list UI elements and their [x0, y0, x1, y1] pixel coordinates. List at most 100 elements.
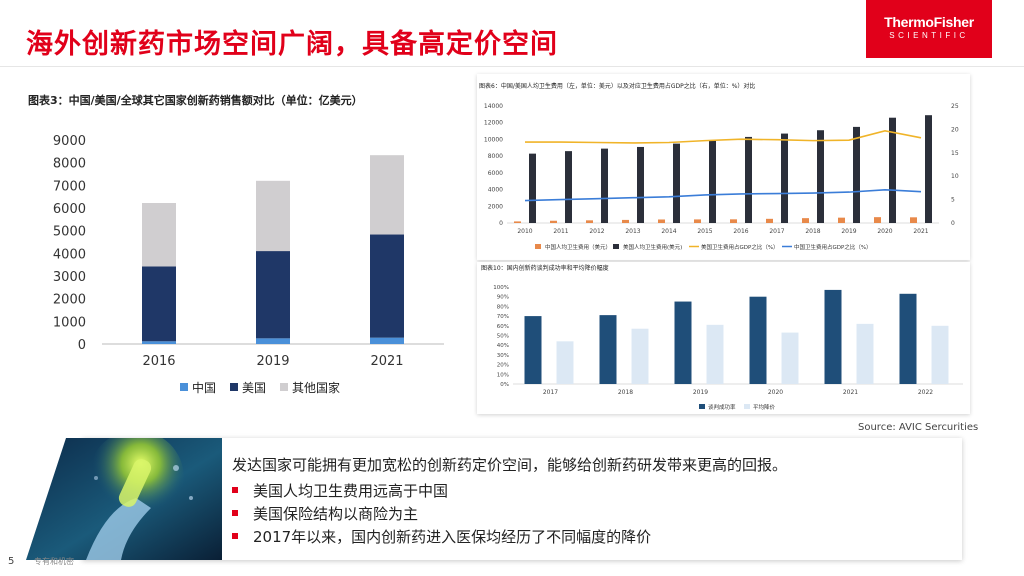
y-tick-label-left: 8000	[488, 153, 503, 160]
legend-swatch	[280, 383, 288, 391]
main-sales-chart: 图表3：中国/美国/全球其它国家创新药销售额对比（单位：亿美元） 0 1000 200…	[28, 93, 444, 395]
bullet-text: 美国保险结构以商险为主	[253, 505, 419, 523]
bar-美国	[370, 234, 404, 338]
y-tick-label-right: 20	[951, 126, 959, 133]
y-tick-label: 20%	[497, 363, 509, 369]
y-tick-label: 10%	[497, 372, 509, 378]
y-tick-label-left: 6000	[488, 170, 503, 177]
x-tick-label: 2021	[843, 389, 858, 396]
legend-label: 中国卫生费用占GDP之比（%）	[794, 243, 872, 251]
y-tick-label: 0%	[500, 382, 509, 388]
x-tick-label: 2022	[918, 389, 933, 396]
chart-title: 图表6：中国/美国人均卫生费用（左，单位：美元）以及对应卫生费用占GDP之比（右…	[479, 82, 755, 90]
bar-其他国家	[256, 180, 290, 252]
list-item: 2017年以来，国内创新药进入医保均经历了不同幅度的降价	[232, 526, 651, 549]
bar-success-rate	[749, 296, 767, 384]
source-note: Source: AVIC Sercurities	[858, 422, 979, 433]
x-tick-label: 2020	[877, 228, 892, 235]
bar-china-per-capita	[694, 219, 701, 223]
y-tick-label-left: 4000	[488, 187, 503, 194]
y-tick-label: 80%	[497, 304, 509, 310]
bar-success-rate	[824, 289, 842, 384]
chart-title: 图表3：中国/美国/全球其它国家创新药销售额对比（单位：亿美元）	[28, 93, 363, 107]
bar-china-per-capita	[910, 217, 917, 223]
bar-china-per-capita	[838, 217, 845, 223]
x-tick-label: 2019	[693, 389, 708, 396]
y-tick-label: 9000	[53, 134, 86, 149]
header-divider	[0, 66, 1024, 67]
x-tick-label: 2017	[769, 228, 784, 235]
legend-label: 中国	[192, 380, 216, 395]
y-tick-label-left: 12000	[484, 120, 503, 127]
bar-us-per-capita	[709, 140, 716, 223]
legend-label: 美国人均卫生费用(美元)	[623, 243, 682, 251]
bar-china-per-capita	[622, 219, 629, 223]
x-tick-label: 2020	[768, 389, 783, 396]
x-tick-label: 2021	[913, 228, 928, 235]
lab-photo-illustration	[26, 438, 222, 560]
bullet-text: 2017年以来，国内创新药进入医保均经历了不同幅度的降价	[253, 528, 652, 546]
y-tick-label: 7000	[53, 179, 86, 194]
y-tick-label-left: 2000	[488, 203, 503, 210]
y-tick-label: 0	[78, 338, 86, 353]
bar-中国	[142, 341, 176, 344]
legend-swatch	[699, 404, 705, 409]
line-中国卫生费用占GDP之比（%）	[524, 188, 922, 202]
bar-success-rate	[599, 315, 617, 384]
bar-us-per-capita	[889, 117, 896, 223]
bar-avg-price-cut	[781, 332, 799, 384]
y-tick-label: 5000	[53, 225, 86, 240]
y-tick-label-left: 10000	[484, 136, 503, 143]
health-chart-panel: 图表6：中国/美国人均卫生费用（左，单位：美元）以及对应卫生费用占GDP之比（右…	[477, 74, 970, 260]
key-point-main: 发达国家可能拥有更加宽松的创新药定价空间，能够给创新药研发带来更高的回报。	[232, 456, 788, 474]
line-美国卫生费用占GDP之比（%）	[525, 129, 922, 144]
nrdl-negotiation-chart: 图表10：国内创新药谈判成功率和平均降价幅度 0% 10% 20% 30% 40% 50% 6…	[481, 264, 963, 411]
bar-us-per-capita	[817, 130, 824, 223]
y-tick-label-left: 14000	[484, 103, 503, 110]
y-tick-label: 6000	[53, 202, 86, 217]
legend-swatch	[535, 244, 541, 249]
bar-success-rate	[524, 316, 542, 384]
x-tick-label: 2021	[370, 354, 403, 369]
x-tick-label: 2011	[553, 228, 568, 235]
legend-swatch	[180, 383, 188, 391]
chart-title: 图表10：国内创新药谈判成功率和平均降价幅度	[481, 264, 609, 272]
y-tick-label: 2000	[53, 293, 86, 308]
legend-label: 中国人均卫生费用（美元）	[545, 243, 611, 251]
y-tick-label-right: 15	[951, 150, 959, 157]
bar-avg-price-cut	[931, 325, 949, 384]
bar-china-per-capita	[658, 219, 665, 223]
legend-label: 美国卫生费用占GDP之比（%）	[701, 243, 779, 251]
footer-text: 专有和机密	[34, 557, 74, 566]
bar-china-per-capita	[766, 218, 773, 223]
logo-line1: ThermoFisher	[884, 14, 974, 30]
key-points-box: 发达国家可能拥有更加宽松的创新药定价空间，能够给创新药研发带来更高的回报。 美国…	[82, 438, 962, 560]
legend-swatch	[613, 244, 619, 249]
x-tick-label: 2014	[661, 228, 676, 235]
bar-us-per-capita	[529, 153, 536, 223]
bar-avg-price-cut	[706, 324, 724, 384]
y-tick-label-right: 10	[951, 173, 959, 180]
bar-success-rate	[899, 293, 917, 384]
y-tick-label: 3000	[53, 270, 86, 285]
y-tick-label: 4000	[53, 247, 86, 262]
x-tick-label: 2016	[142, 354, 175, 369]
y-tick-label: 30%	[497, 353, 509, 359]
bar-us-per-capita	[781, 133, 788, 223]
y-tick-label: 40%	[497, 343, 509, 349]
bar-us-per-capita	[673, 143, 680, 223]
brand-logo: ThermoFisher SCIENTIFIC	[866, 0, 992, 58]
y-tick-label-right: 25	[951, 103, 959, 110]
x-tick-label: 2019	[256, 354, 289, 369]
y-tick-label: 100%	[493, 285, 509, 291]
y-tick-label-right: 5	[951, 197, 955, 204]
bar-中国	[256, 338, 290, 344]
bar-us-per-capita	[565, 151, 572, 223]
bar-success-rate	[674, 301, 692, 384]
bar-us-per-capita	[925, 115, 932, 223]
bar-china-per-capita	[586, 220, 593, 223]
y-tick-label-left: 0	[499, 220, 503, 227]
lab-photo-image	[26, 438, 222, 560]
bullet-square-icon	[232, 486, 238, 493]
legend-label: 平均降价	[753, 403, 776, 411]
